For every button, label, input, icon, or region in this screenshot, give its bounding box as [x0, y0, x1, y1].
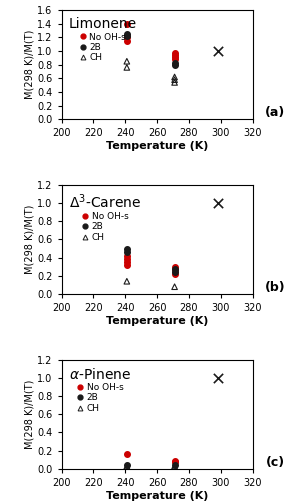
Point	[172, 268, 177, 276]
Point	[124, 251, 129, 260]
Point	[124, 256, 129, 264]
Point	[124, 244, 129, 253]
Point	[172, 270, 177, 278]
Text: (a): (a)	[265, 106, 286, 119]
Point	[124, 20, 129, 28]
Point	[124, 57, 129, 66]
Legend: No OH-s, 2B, CH: No OH-s, 2B, CH	[66, 15, 140, 65]
Point	[124, 30, 129, 38]
Point	[172, 49, 177, 57]
Point	[124, 277, 129, 285]
Point	[172, 79, 177, 87]
Point	[124, 461, 129, 469]
Point	[124, 450, 129, 458]
Point	[124, 64, 129, 72]
Point	[172, 76, 177, 84]
Point	[172, 461, 177, 469]
Point	[172, 53, 177, 61]
Point	[124, 37, 129, 45]
Point	[124, 258, 129, 266]
Point	[124, 32, 129, 40]
Point	[172, 55, 177, 64]
Text: (b): (b)	[265, 281, 286, 294]
Point	[124, 261, 129, 269]
Point	[172, 283, 177, 291]
Text: (c): (c)	[266, 456, 285, 469]
Point	[172, 60, 177, 69]
Point	[124, 33, 129, 41]
X-axis label: Temperature (K): Temperature (K)	[106, 141, 208, 151]
Point	[172, 73, 177, 81]
Y-axis label: M(298 K)/M(T): M(298 K)/M(T)	[24, 205, 34, 274]
Point	[172, 59, 177, 68]
Point	[172, 458, 177, 466]
X-axis label: Temperature (K): Temperature (K)	[106, 316, 208, 326]
Legend: No OH-s, 2B, CH: No OH-s, 2B, CH	[66, 364, 134, 415]
Y-axis label: M(298 K)/M(T): M(298 K)/M(T)	[24, 380, 34, 449]
Point	[124, 248, 129, 256]
Point	[215, 373, 220, 382]
Legend: No OH-s, 2B, CH: No OH-s, 2B, CH	[66, 190, 144, 244]
Point	[215, 47, 220, 55]
Point	[124, 462, 129, 470]
X-axis label: Temperature (K): Temperature (K)	[106, 490, 208, 500]
Point	[172, 266, 177, 274]
Point	[215, 199, 220, 207]
Point	[172, 263, 177, 271]
Y-axis label: M(298 K)/M(T): M(298 K)/M(T)	[24, 30, 34, 99]
Point	[172, 266, 177, 274]
Point	[172, 462, 177, 470]
Point	[172, 51, 177, 59]
Point	[172, 457, 177, 465]
